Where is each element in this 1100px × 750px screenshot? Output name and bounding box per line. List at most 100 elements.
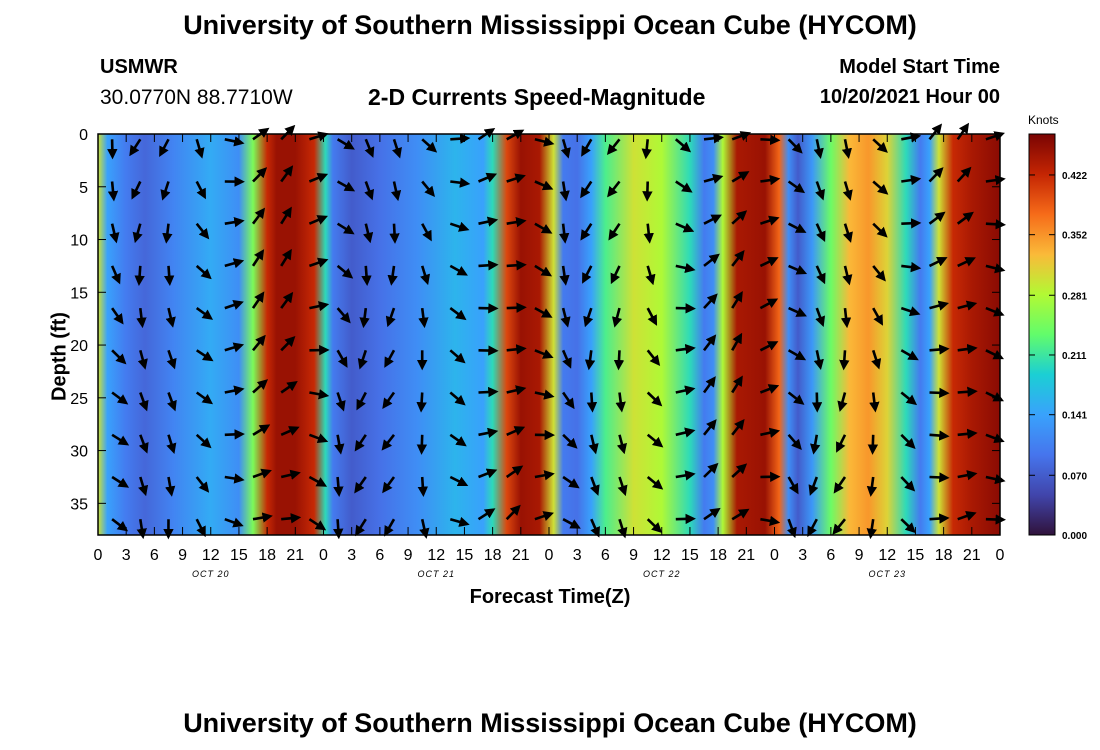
current-arrow xyxy=(421,223,432,242)
current-arrow xyxy=(336,307,351,324)
current-arrow xyxy=(559,181,570,202)
current-arrow xyxy=(534,222,553,234)
current-arrow xyxy=(586,392,598,413)
current-arrow xyxy=(252,167,268,183)
current-arrow xyxy=(165,307,176,328)
current-arrow xyxy=(336,349,348,368)
current-arrow xyxy=(867,434,879,455)
current-arrow xyxy=(534,349,554,359)
current-arrow xyxy=(281,513,302,524)
current-arrow xyxy=(309,131,329,142)
current-arrow xyxy=(534,180,554,191)
current-arrow xyxy=(759,257,779,268)
x-tick-label: 21 xyxy=(737,547,755,564)
current-arrow xyxy=(760,174,781,186)
current-arrow xyxy=(449,307,467,321)
current-arrow xyxy=(136,307,147,329)
current-arrow xyxy=(478,468,498,479)
current-arrow xyxy=(308,215,328,225)
current-arrow xyxy=(162,223,173,244)
current-arrow xyxy=(900,433,916,449)
current-arrow xyxy=(138,476,149,497)
current-arrow xyxy=(786,518,797,539)
current-arrow xyxy=(957,343,978,355)
current-arrow xyxy=(675,385,696,396)
current-arrow xyxy=(359,307,370,329)
current-arrow xyxy=(866,519,877,540)
colorbar-ticks: 0.422 0.352 0.281 0.211 0.141 0.070 0.000 xyxy=(1029,171,1087,542)
current-arrow xyxy=(872,307,884,326)
current-arrow xyxy=(251,207,266,225)
current-arrow xyxy=(111,307,124,325)
current-arrow xyxy=(506,129,525,141)
current-arrow xyxy=(833,476,847,494)
current-arrow xyxy=(381,433,396,451)
current-arrow xyxy=(872,222,888,238)
current-arrow xyxy=(675,513,696,525)
current-arrow xyxy=(813,350,824,371)
current-arrow xyxy=(646,518,663,534)
current-arrow xyxy=(872,265,886,282)
current-arrow xyxy=(900,391,918,406)
current-arrow xyxy=(731,375,743,394)
current-arrow xyxy=(616,434,627,455)
current-arrow xyxy=(787,391,805,405)
current-arrow xyxy=(787,349,807,361)
current-arrow xyxy=(506,302,527,313)
current-arrow xyxy=(810,434,821,455)
current-arrow xyxy=(364,181,375,201)
current-arrow xyxy=(195,349,214,362)
current-arrow xyxy=(506,217,527,228)
current-arrow xyxy=(929,344,950,355)
current-arrow xyxy=(788,222,807,233)
model-start-value: 10/20/2021 Hour 00 xyxy=(819,86,1000,108)
current-arrow xyxy=(280,335,296,352)
day-labels: OCT 20 OCT 21 OCT 22 OCT 23 xyxy=(192,569,905,579)
current-arrow xyxy=(478,386,499,398)
current-arrow xyxy=(985,433,1005,444)
current-arrow xyxy=(642,181,653,202)
current-arrow xyxy=(872,180,889,195)
current-arrow xyxy=(957,386,978,397)
chart-title: University of Southern Mississippi Ocean… xyxy=(183,10,917,40)
current-arrow xyxy=(336,180,356,192)
current-arrow xyxy=(703,293,718,309)
current-arrow xyxy=(731,171,750,183)
current-arrow xyxy=(985,306,1005,317)
current-arrow xyxy=(224,342,245,353)
current-arrow xyxy=(759,215,780,226)
current-arrow xyxy=(385,307,396,328)
current-arrow xyxy=(534,306,553,318)
x-tick-label: 0 xyxy=(770,547,779,564)
colorbar-unit: Knots xyxy=(1028,113,1059,127)
current-vector-arrows xyxy=(107,122,1007,540)
current-arrow xyxy=(478,216,499,227)
current-arrow xyxy=(957,257,976,268)
current-arrow xyxy=(808,476,819,496)
current-arrow xyxy=(929,387,950,399)
colorbar-tick-label: 0.070 xyxy=(1062,471,1087,482)
current-arrow xyxy=(505,465,524,479)
current-arrow xyxy=(788,264,808,275)
current-arrow xyxy=(646,433,664,448)
current-arrow xyxy=(477,508,496,521)
current-arrow xyxy=(418,307,429,329)
current-arrow xyxy=(842,265,853,286)
x-tick-label: 3 xyxy=(122,547,131,564)
current-arrow xyxy=(759,341,779,352)
current-arrow xyxy=(333,476,344,498)
x-tick-label: 15 xyxy=(456,547,474,564)
current-arrow xyxy=(929,300,950,311)
x-tick-label: 15 xyxy=(907,547,925,564)
current-arrow xyxy=(308,475,328,487)
current-arrow xyxy=(731,291,743,309)
current-arrow xyxy=(449,433,467,447)
current-arrow xyxy=(390,181,402,202)
current-arrow xyxy=(787,433,802,450)
current-arrow xyxy=(702,419,717,436)
x-tick-label: 0 xyxy=(545,547,554,564)
current-arrow xyxy=(675,262,696,274)
current-arrow xyxy=(560,307,571,328)
current-arrow xyxy=(646,391,663,407)
